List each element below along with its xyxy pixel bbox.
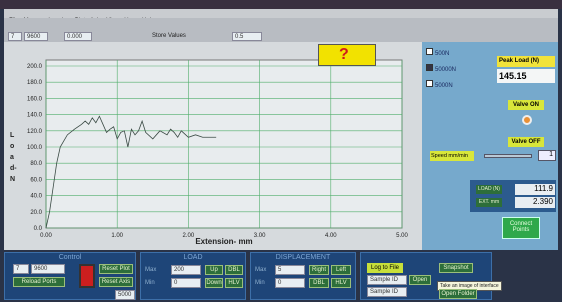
displacement-panel: DISPLACEMENT Max 5 Min 0 Right Left DBL … [250,252,356,300]
panel-title: Control [5,254,135,261]
min-field[interactable]: 0 [171,278,201,288]
store-label: Store Values [152,33,186,39]
sample-field[interactable]: Sample ID [367,275,407,285]
chart: 0.0 20.0 40.0 60.0 80.0 100.0 120.0 140.0 160.0 1… [4,42,422,250]
checkbox[interactable] [426,80,433,87]
range-options: 500N 50000N 5000N [426,48,486,98]
valve-indicator [522,115,532,125]
speed-label: Speed mm/min [430,151,474,161]
panel-title: DISPLACEMENT [251,254,355,261]
right-button[interactable]: Right [309,265,329,275]
control-panel: Control 7 9600 Reload Ports Reset Plot R… [4,252,136,300]
left-button[interactable]: Left [331,265,351,275]
ext-value: 2.390 [515,197,555,208]
warning-icon: ? [339,46,349,64]
x-tick-label: 5.00 [396,233,408,239]
limit-field[interactable]: 5000 [115,290,135,300]
max-field[interactable]: 5 [275,265,305,275]
peak-value: 145.15 [497,69,555,83]
x-tick-label: 0.00 [40,233,52,239]
stop-button[interactable] [79,264,95,288]
screen: FileMacrosLoggingPlotAxisViewUserHelp 7 … [0,0,562,302]
checkbox[interactable] [426,48,433,55]
folder-button[interactable]: Open Folder [439,289,477,299]
up-button[interactable]: Up [205,265,223,275]
speed-slider[interactable] [484,154,532,158]
range-label: 5000N [435,83,453,89]
dbl-button[interactable]: DBL [309,278,329,288]
dbl-button[interactable]: DBL [225,265,243,275]
range-label: 50000N [435,67,456,73]
valve-on[interactable]: Valve ON [508,100,544,110]
y-tick-label: 160.0 [27,96,43,102]
x-tick-label: 3.00 [254,233,266,239]
speed-value[interactable]: 1 [538,150,556,161]
y-tick-label: 120.0 [27,129,43,135]
sample-field[interactable]: Sample ID [367,287,407,297]
x-tick-label: 1.00 [111,233,123,239]
load-panel: LOAD Max 200 Min 0 Up DBL Down HLV [140,252,246,300]
y-tick-label: 200.0 [27,64,43,70]
y-tick-label: 0.0 [34,226,43,232]
load-label: LOAD (N) [476,185,502,194]
load-value: 111.9 [515,184,555,195]
min-label: Min [145,280,155,286]
min-field[interactable]: 0 [275,278,305,288]
range-label: 500N [435,51,449,57]
y-tick-label: 40.0 [30,194,42,200]
y-tick-label: 60.0 [30,177,42,183]
y-tick-label: 80.0 [30,161,42,167]
y-axis-title: Load-N [10,130,17,185]
reading-field: 0.000 [64,32,92,41]
ext-label: EXT. mm [476,198,502,207]
range-option[interactable]: 500N [426,48,449,57]
toolbar: 7 9600 0.000 Store Values 0.5 [4,18,558,42]
baud-select[interactable]: 9600 [31,264,65,274]
logging-panel: Log to File Sample ID Open Sample ID Sna… [360,252,492,300]
min-label: Min [255,280,265,286]
port-select[interactable]: 7 [8,32,22,41]
baud-select[interactable]: 9600 [24,32,48,41]
snapshot-button[interactable]: Snapshot [439,263,473,273]
x-tick-label: 4.00 [325,233,337,239]
menu-bar: FileMacrosLoggingPlotAxisViewUserHelp [4,9,558,18]
range-option[interactable]: 50000N [426,64,456,73]
port-select[interactable]: 7 [13,264,29,274]
range-option[interactable]: 5000N [426,80,453,89]
reset-axis[interactable]: Reset Axis [99,277,133,287]
checkbox[interactable] [426,64,433,71]
connect-button[interactable]: Connect Points [502,217,540,239]
open-button[interactable]: Open [409,275,431,285]
panel-title: LOAD [141,254,245,261]
max-label: Max [145,267,156,273]
peak-label: Peak Load (N) [497,56,555,67]
y-tick-label: 180.0 [27,80,43,86]
x-tick-label: 2.00 [183,233,195,239]
x-axis-title: Extension- mm [195,237,252,246]
rate-select[interactable]: 0.5 [232,32,262,41]
valve-off[interactable]: Valve OFF [508,137,544,147]
title-bar [0,0,562,9]
plot-area [46,60,402,228]
max-label: Max [255,267,266,273]
log-button[interactable]: Log to File [367,263,403,273]
y-tick-label: 20.0 [30,210,42,216]
y-tick-label: 100.0 [27,145,43,151]
hlv-button[interactable]: HLV [331,278,351,288]
y-tick-label: 140.0 [27,113,43,119]
hlv-button[interactable]: HLV [225,278,243,288]
reload-button[interactable]: Reload Ports [13,277,65,287]
warning-box: ? [318,44,376,66]
reset-plot[interactable]: Reset Plot [99,264,133,274]
down-button[interactable]: Down [205,278,223,288]
max-field[interactable]: 200 [171,265,201,275]
